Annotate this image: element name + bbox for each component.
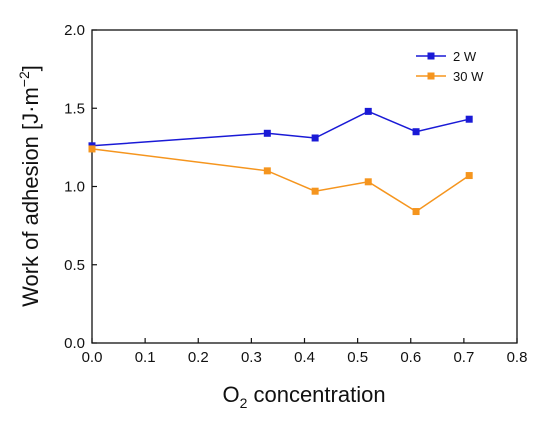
x-axis-title-rest: concentration [247, 382, 385, 407]
x-axis-title-sub: 2 [240, 395, 248, 411]
data-point [311, 134, 319, 142]
x-tick-label: 0.6 [400, 349, 421, 366]
series-line [91, 110, 470, 147]
y-axis-title-main: Work of adhesion [J·m [18, 87, 43, 307]
y-axis-title: Work of adhesion [J·m−2] [16, 65, 43, 307]
y-tick-label: 0.0 [64, 335, 85, 352]
data-point [311, 187, 319, 195]
legend-label: 2 W [453, 49, 477, 64]
data-point [465, 115, 473, 123]
x-tick-label: 0.7 [453, 349, 474, 366]
data-point [364, 107, 372, 115]
y-axis-title-rest: ] [18, 65, 43, 71]
legend: 2 W 30 W [416, 49, 484, 84]
data-point [465, 172, 473, 180]
y-tick-label: 1.0 [64, 179, 85, 196]
data-point [364, 178, 372, 186]
series-layer [88, 107, 473, 216]
x-tick-label: 0.4 [294, 349, 315, 366]
legend-marker [427, 72, 435, 80]
series-line [91, 148, 470, 213]
legend-marker [427, 52, 435, 60]
x-tick-label: 0.3 [241, 349, 262, 366]
x-axis-title-main: O [222, 382, 239, 407]
x-tick-label: 0.1 [135, 349, 156, 366]
y-tick-label: 1.5 [64, 100, 85, 117]
data-point [412, 208, 420, 216]
y-axis-title-sup: −2 [16, 71, 32, 87]
legend-label: 30 W [453, 69, 484, 84]
x-tick-label: 0.2 [188, 349, 209, 366]
data-point [263, 129, 271, 137]
ticks: 0.0 0.1 0.2 0.3 0.4 0.5 0.6 0.7 0.8 0.0 0.5 1.0 1.5 2… [64, 22, 527, 366]
data-point [412, 128, 420, 136]
data-point [88, 145, 96, 153]
y-tick-label: 2.0 [64, 22, 85, 39]
data-point [263, 167, 271, 175]
x-tick-label: 0.5 [347, 349, 368, 366]
x-tick-label: 0.0 [82, 349, 103, 366]
x-tick-label: 0.8 [507, 349, 528, 366]
x-axis-title: O2 concentration [222, 382, 385, 411]
y-tick-label: 0.5 [64, 257, 85, 274]
